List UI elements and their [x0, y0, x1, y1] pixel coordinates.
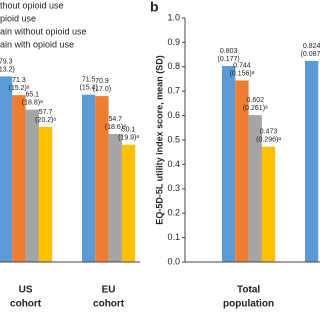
value-label: 0.824 — [303, 43, 320, 50]
x-tick-label: US — [19, 285, 33, 296]
value-label: 57.7 — [39, 109, 53, 116]
y-tick-label: 0.3 — [167, 183, 180, 193]
value-label: (0.156)ᵃ — [230, 70, 255, 77]
value-label: (18.6)ᵃ — [105, 124, 126, 131]
y-tick-label: 0.6 — [167, 110, 180, 120]
bar — [38, 126, 53, 263]
legend-label: ain without opioid use — [0, 26, 87, 36]
y-tick-label: 0.9 — [167, 37, 180, 47]
value-label: 0.744 — [233, 62, 251, 69]
bar — [248, 115, 262, 262]
bar — [121, 144, 136, 262]
bar — [305, 60, 319, 262]
y-tick-label: 0.1 — [167, 232, 180, 242]
x-tick-label: cohort — [10, 299, 42, 310]
value-label: 0.602 — [246, 97, 264, 104]
value-label: 71.5 — [82, 77, 96, 84]
value-label: (19.9)ᵃ — [118, 135, 139, 142]
y-tick-label: 0.0 — [167, 256, 180, 266]
value-label: (15.2)ᵃ — [9, 85, 30, 92]
value-label: 54.7 — [108, 116, 122, 123]
bar — [25, 109, 39, 262]
bar — [0, 76, 13, 262]
bar — [261, 146, 276, 262]
bar — [222, 66, 236, 263]
bar — [95, 96, 109, 263]
value-label: 70.9 — [95, 78, 109, 85]
x-tick-label: EU — [102, 285, 116, 296]
y-tick-label: 0.4 — [167, 159, 180, 169]
value-label: 71.3 — [12, 77, 26, 84]
value-label: (0.087) — [301, 51, 320, 58]
y-tick-label: 0.7 — [167, 86, 180, 96]
value-label: (0.261)ᵃ — [243, 105, 268, 112]
value-label: 79.3 — [0, 58, 13, 65]
y-axis-title: EQ-5D-5L utility index score, mean (SD) — [154, 55, 164, 224]
x-tick-label: population — [223, 299, 274, 310]
value-label: 50.1 — [122, 127, 136, 134]
value-label: (18.8)ᵃ — [22, 100, 43, 107]
value-label: (0.296)ᵃ — [256, 136, 281, 143]
bar — [12, 95, 26, 263]
bar — [108, 134, 122, 262]
value-label: 0.803 — [220, 48, 238, 55]
x-tick-label: cohort — [93, 299, 125, 310]
panel-label: b — [150, 0, 159, 15]
x-tick-label: Total — [237, 285, 260, 296]
legend-label: thout opioid use — [0, 0, 64, 10]
value-label: (13.2) — [0, 66, 15, 73]
value-label: (15.4) — [80, 85, 98, 92]
bar — [235, 80, 249, 263]
y-tick-label: 0.5 — [167, 134, 180, 144]
legend-label: pioid use — [0, 13, 36, 23]
value-label: (0.177) — [218, 56, 240, 63]
value-label: (17.0) — [93, 86, 111, 93]
y-tick-label: 1.0 — [167, 12, 180, 22]
value-label: 0.473 — [260, 128, 278, 135]
y-tick-label: 0.2 — [167, 208, 180, 218]
value-label: (20.2)ᵃ — [35, 117, 56, 124]
y-tick-label: 0.8 — [167, 61, 180, 71]
legend-label: ain with opioid use — [0, 39, 74, 49]
bar — [82, 94, 96, 262]
value-label: 65.1 — [25, 92, 39, 99]
